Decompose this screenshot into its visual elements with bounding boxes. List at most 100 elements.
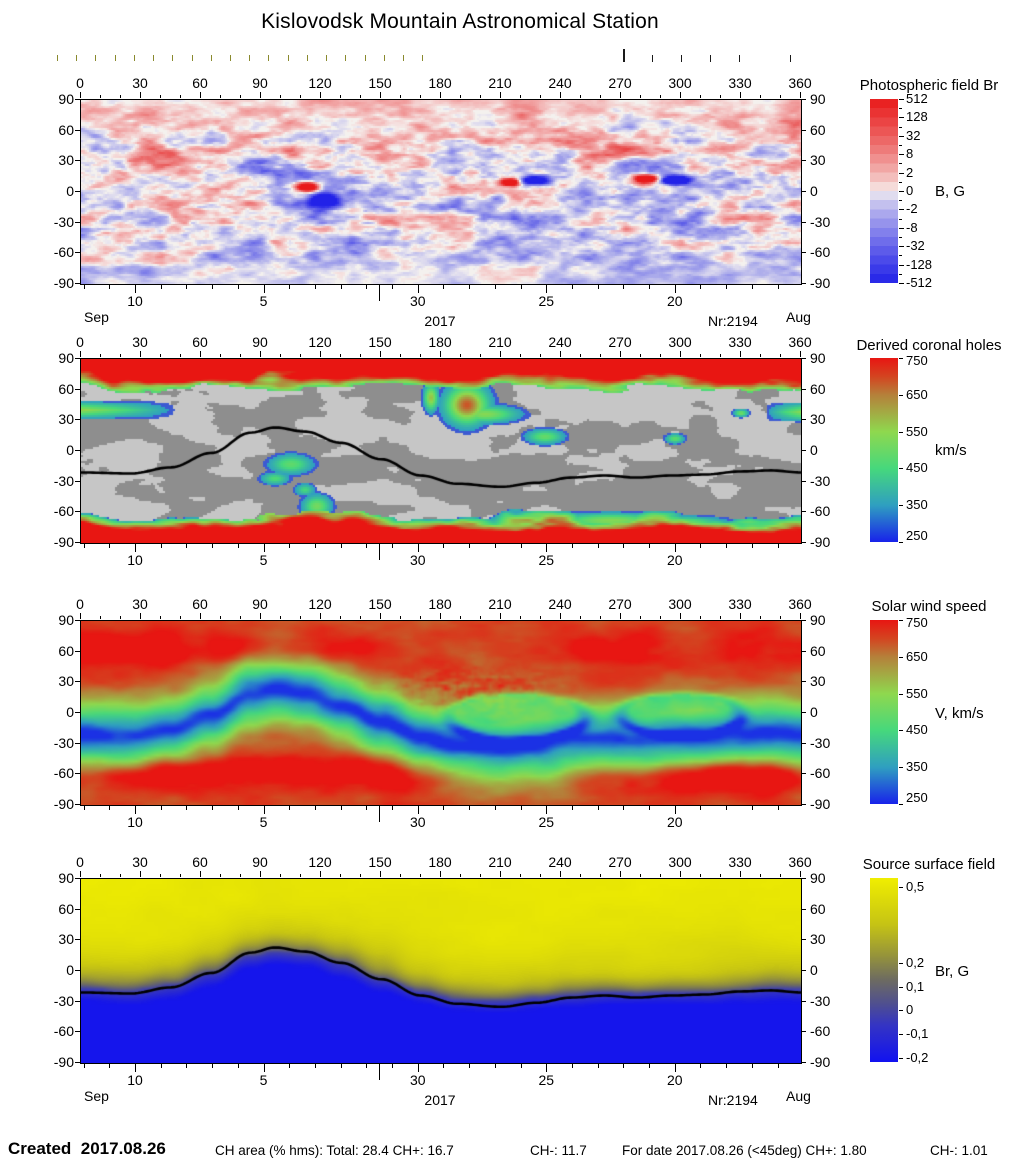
obs-day-tick-black <box>710 55 711 62</box>
lon-tick <box>800 92 801 98</box>
lon-axis-label: 90 <box>252 854 268 870</box>
lat-axis-label: 90 <box>58 870 74 886</box>
lon-tick <box>200 871 201 877</box>
lon-tick <box>500 871 501 877</box>
lon-axis-label: 0 <box>76 854 84 870</box>
date-tick <box>289 544 291 548</box>
lon-tick <box>260 351 261 357</box>
date-axis-label: 5 <box>259 293 268 309</box>
date-tick <box>443 1064 445 1068</box>
lon-tick <box>720 874 721 877</box>
date-tick <box>135 806 136 814</box>
lon-tick <box>740 92 741 98</box>
obs-day-tick <box>153 55 155 61</box>
date-axis-label: 30 <box>409 1072 426 1088</box>
lon-axis-label: 0 <box>76 596 84 612</box>
date-tick <box>340 806 342 810</box>
lon-tick <box>120 616 121 619</box>
colorbar-tick <box>899 620 903 621</box>
date-tick <box>674 544 676 552</box>
colorbar-tick-label: -512 <box>906 275 933 290</box>
lat-axis-label: 90 <box>810 612 826 628</box>
date-tick <box>751 285 753 289</box>
date-tick <box>417 544 419 552</box>
date-tick <box>623 1064 625 1068</box>
lat-axis-label: 30 <box>810 411 826 428</box>
lon-tick <box>600 616 601 619</box>
month-left-label: Sep <box>84 309 109 325</box>
lon-tick <box>240 616 241 619</box>
lat-tick <box>75 450 80 451</box>
lat-tick <box>75 283 80 284</box>
solar_wind-colorbar <box>870 620 898 804</box>
lon-tick <box>140 871 141 877</box>
obs-day-tick <box>114 55 116 61</box>
lon-tick <box>740 351 741 357</box>
lon-tick <box>620 351 621 357</box>
lat-axis-label: -30 <box>810 992 831 1009</box>
date-tick <box>546 1064 548 1072</box>
lon-tick <box>800 351 801 357</box>
colorbar-tick <box>899 468 903 470</box>
lon-axis-label: 180 <box>428 334 452 350</box>
date-tick <box>700 1064 702 1068</box>
colorbar-tick-label: -0,2 <box>906 1050 929 1066</box>
date-tick <box>263 544 265 552</box>
lon-tick <box>300 95 301 98</box>
lon-axis-label: 120 <box>308 334 332 350</box>
colorbar-tick <box>899 962 903 964</box>
date-tick <box>392 544 394 548</box>
lon-tick <box>340 95 341 98</box>
lon-tick <box>520 616 521 619</box>
lon-axis-label: 210 <box>488 75 512 91</box>
date-tick <box>443 285 445 289</box>
lon-tick <box>300 874 301 877</box>
lon-tick <box>700 874 701 877</box>
plot-source_surface <box>80 878 802 1064</box>
lat-tick <box>75 99 80 100</box>
date-tick <box>263 1064 265 1072</box>
lon-tick <box>500 613 501 619</box>
obs-day-tick <box>191 55 193 61</box>
lon-tick <box>680 351 681 357</box>
date-tick <box>597 806 599 810</box>
lat-axis-label: -60 <box>810 503 831 520</box>
lat-tick <box>75 419 80 421</box>
source-surface-map <box>81 879 801 1063</box>
solar-wind-map <box>81 621 801 805</box>
rotation-number-label: Nr:2194 <box>708 313 758 329</box>
colorbar-tick <box>899 1034 903 1036</box>
lon-tick <box>280 95 281 98</box>
lon-axis-label: 360 <box>788 596 812 612</box>
lon-axis-label: 360 <box>788 75 812 91</box>
date-axis-label: 25 <box>538 814 555 830</box>
month-boundary-tick <box>379 806 381 822</box>
colorbar-tick <box>899 172 904 174</box>
lon-tick <box>620 871 621 877</box>
obs-day-tick <box>306 55 308 61</box>
colorbar-tick-label: 512 <box>906 91 928 106</box>
colorbar-tick <box>899 431 903 433</box>
colorbar-tick <box>899 730 903 732</box>
lon-tick <box>660 616 661 619</box>
colorbar-unit-coronal-holes: km/s <box>935 442 967 459</box>
lat-tick <box>801 650 806 652</box>
date-tick <box>186 806 188 810</box>
photospheric-colorbar <box>870 99 898 283</box>
lon-tick <box>560 92 561 98</box>
lat-axis-label: 0 <box>810 442 818 458</box>
lat-axis-label: -30 <box>53 213 74 230</box>
lon-axis-label: 150 <box>368 854 392 870</box>
date-tick <box>340 1064 342 1068</box>
lon-axis-label: 0 <box>76 334 84 350</box>
rotation-number-label: Nr:2194 <box>708 1092 758 1108</box>
lon-tick <box>540 95 541 98</box>
lon-tick <box>480 354 481 357</box>
date-tick <box>392 1064 394 1068</box>
lat-axis-label: 0 <box>66 962 74 978</box>
coronal-holes-map <box>81 359 801 543</box>
lat-tick <box>801 511 806 513</box>
date-tick <box>109 285 111 289</box>
lon-tick <box>620 92 621 98</box>
date-tick <box>186 1064 188 1068</box>
